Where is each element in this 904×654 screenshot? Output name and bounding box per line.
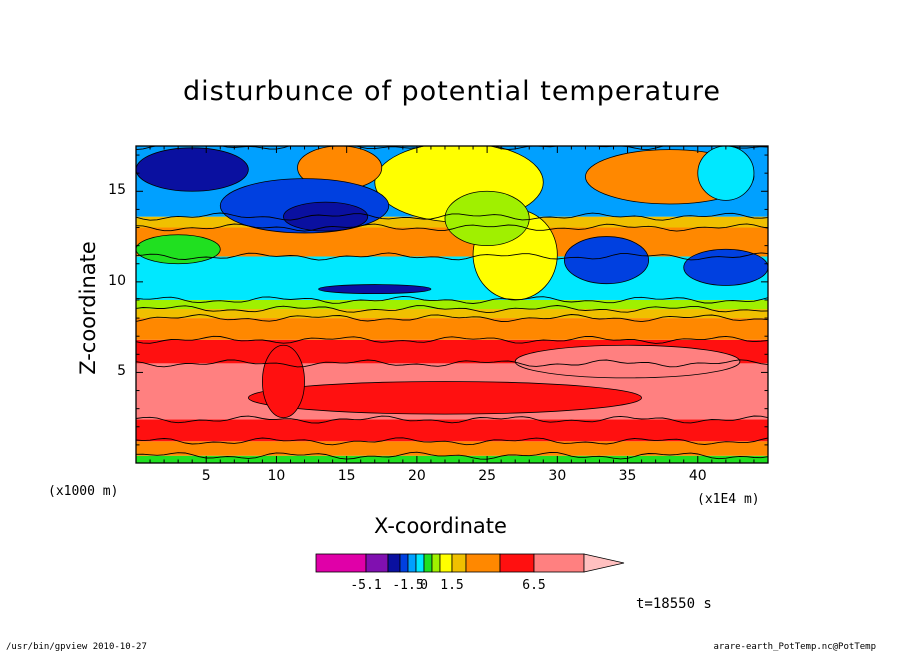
contour-band bbox=[136, 419, 768, 442]
contour-line bbox=[136, 223, 768, 232]
colorbar-swatch bbox=[439, 553, 453, 573]
colorbar-label: -1.5 bbox=[392, 578, 424, 593]
x-axis-label: X-coordinate bbox=[374, 514, 507, 538]
contour-line bbox=[136, 295, 768, 304]
y-axis-label: Z-coordinate bbox=[76, 241, 100, 375]
colorbar-swatch bbox=[533, 553, 585, 573]
axis-ticks bbox=[136, 146, 768, 463]
contour-region bbox=[247, 381, 643, 415]
x-scale-label: (x1E4 m) bbox=[697, 492, 760, 507]
colorbar-swatch bbox=[431, 553, 441, 573]
colorbar-swatch bbox=[451, 553, 467, 573]
timestamp: t=18550 s bbox=[636, 596, 712, 612]
colorbar-swatch bbox=[407, 553, 417, 573]
chart-title: disturbunce of potential temperature bbox=[183, 76, 721, 107]
colorbar-swatch bbox=[415, 553, 425, 573]
contour-region bbox=[262, 344, 305, 419]
plot-frame bbox=[135, 145, 769, 464]
colorbar-swatch bbox=[387, 553, 401, 573]
contour-line bbox=[136, 305, 768, 314]
y-tick-label: 15 bbox=[108, 182, 126, 199]
contour-band bbox=[136, 318, 768, 340]
contour-region bbox=[514, 344, 741, 379]
x-tick-label: 30 bbox=[548, 468, 567, 484]
contour-band bbox=[136, 256, 768, 300]
contour-line bbox=[136, 212, 768, 221]
contour-field bbox=[136, 146, 768, 463]
colorbar-extension bbox=[583, 553, 625, 573]
x-tick-label: 25 bbox=[478, 468, 497, 484]
colorbar-swatch bbox=[365, 553, 389, 573]
x-tick-label: 40 bbox=[688, 468, 707, 484]
colorbar-label: 0 bbox=[420, 578, 428, 593]
contour-line bbox=[136, 359, 768, 368]
x-tick-label: 20 bbox=[407, 468, 426, 484]
contour-band bbox=[136, 441, 768, 456]
colorbar-label: 6.5 bbox=[522, 578, 546, 593]
colorbar-swatch bbox=[315, 553, 367, 573]
footer-left: /usr/bin/gpview 2010-10-27 bbox=[6, 642, 147, 652]
contour-region bbox=[136, 147, 249, 192]
x-tick-label: 35 bbox=[618, 468, 637, 484]
contour-band bbox=[136, 455, 768, 463]
contour-region bbox=[697, 146, 755, 201]
contour-line bbox=[136, 437, 768, 446]
contour-line bbox=[136, 451, 768, 460]
contour-region bbox=[136, 234, 221, 265]
x-unit-label: (x1000 m) bbox=[48, 484, 119, 499]
contour-region bbox=[283, 201, 369, 232]
colorbar-swatch bbox=[499, 553, 535, 573]
contour-line bbox=[136, 252, 768, 261]
contour-band bbox=[136, 299, 768, 310]
contour-line bbox=[136, 415, 768, 424]
x-tick-label: 10 bbox=[267, 468, 286, 484]
contour-region bbox=[683, 248, 768, 286]
y-tick-label: 10 bbox=[108, 272, 126, 289]
contour-region bbox=[318, 284, 432, 295]
contour-band bbox=[136, 309, 768, 319]
colorbar-swatch bbox=[399, 553, 409, 573]
x-tick-label: 15 bbox=[337, 468, 356, 484]
footer-right: arare-earth_PotTemp.nc@PotTemp bbox=[713, 642, 876, 652]
colorbar-swatch bbox=[465, 553, 501, 573]
contour-region bbox=[563, 236, 650, 285]
x-tick-label: 5 bbox=[201, 468, 211, 484]
contour-line bbox=[136, 314, 768, 323]
colorbar bbox=[315, 553, 625, 573]
colorbar-label: 1.5 bbox=[440, 578, 464, 593]
y-tick-label: 5 bbox=[117, 363, 126, 380]
colorbar-label: -5.1 bbox=[350, 578, 382, 593]
contour-region bbox=[444, 190, 530, 247]
contour-line bbox=[136, 335, 768, 344]
colorbar-swatch bbox=[423, 553, 433, 573]
